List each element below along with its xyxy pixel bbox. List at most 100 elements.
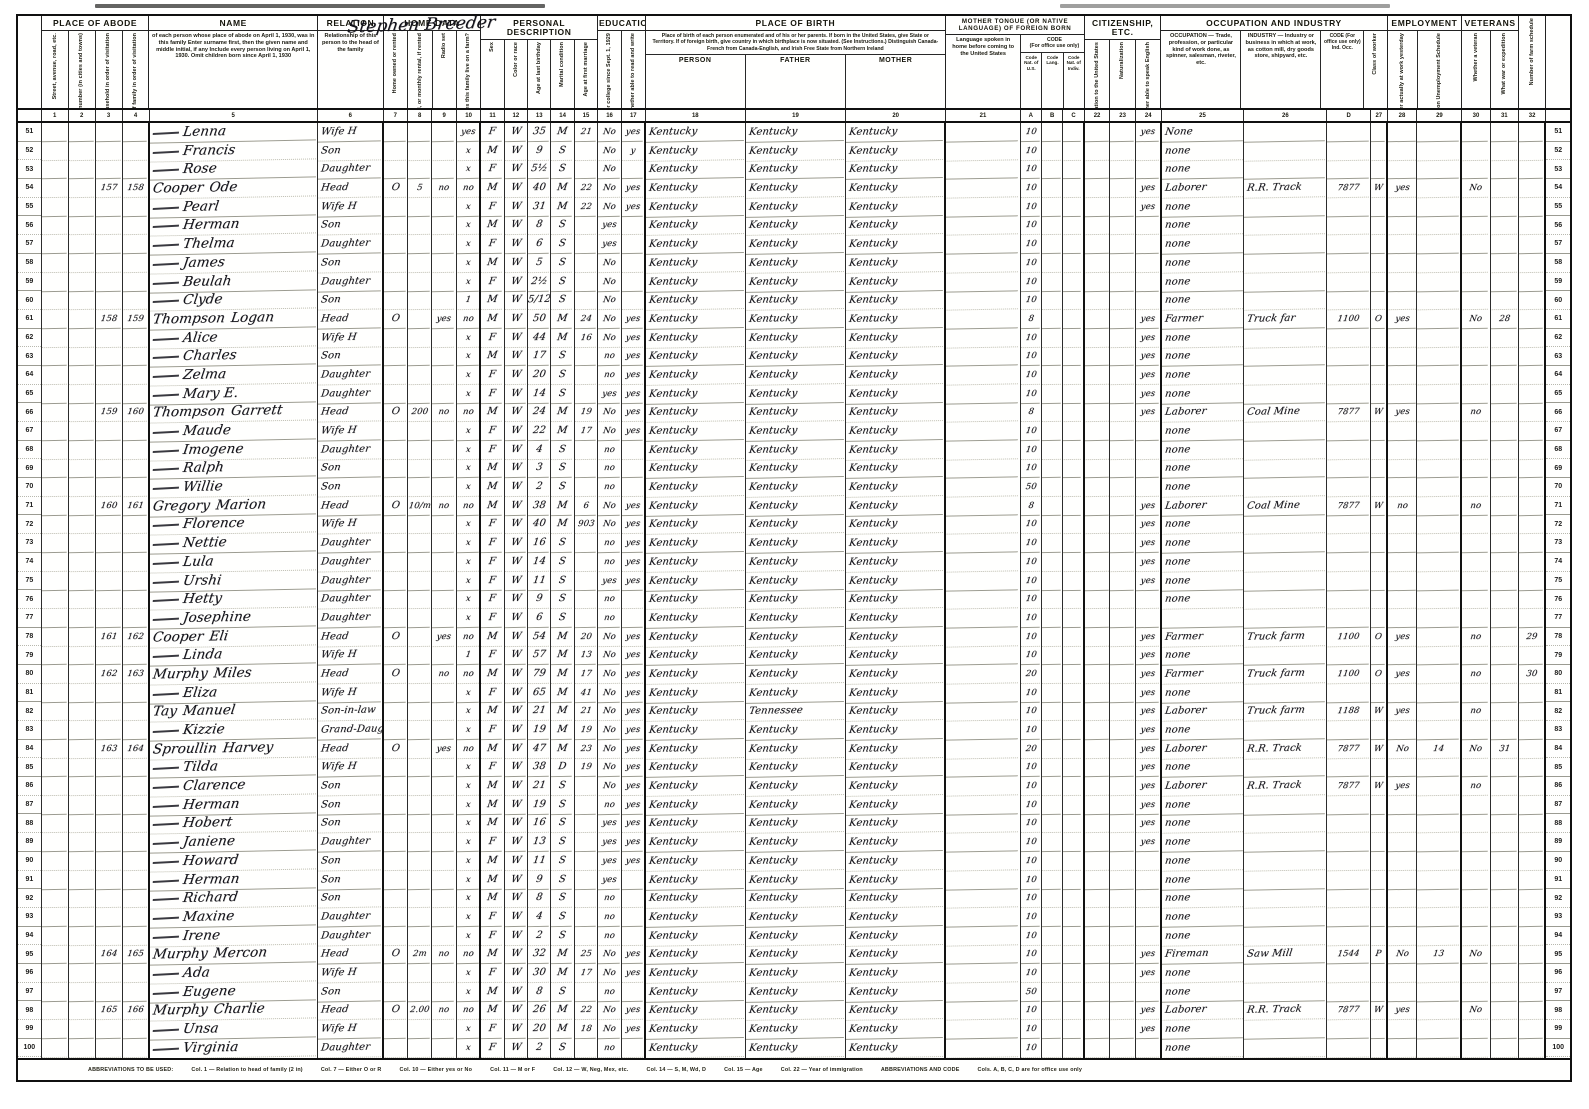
cell-home-owned-rented[interactable] — [383, 851, 407, 871]
cell-pob-person[interactable]: Kentucky — [645, 514, 745, 536]
cell-person-name[interactable]: Maxine — [149, 906, 317, 929]
cell-speak-english[interactable]: yes — [1135, 1001, 1160, 1021]
cell-age[interactable]: 20 — [528, 365, 551, 385]
cell-home-value[interactable] — [407, 608, 432, 628]
cell-color-race[interactable]: W — [504, 832, 528, 853]
cell-color-race[interactable]: W — [504, 515, 528, 535]
cell-color-race[interactable]: W — [504, 720, 528, 740]
cell-at-work[interactable] — [1387, 328, 1417, 348]
cell-year-immigration[interactable] — [1084, 627, 1110, 647]
cell-attended-school[interactable]: No — [598, 515, 621, 535]
cell-pob-father[interactable]: Kentucky — [745, 140, 846, 162]
cell-radio-set[interactable] — [432, 982, 456, 1002]
cell-pob-mother[interactable]: Kentucky — [846, 252, 945, 274]
cell-at-work[interactable] — [1387, 851, 1417, 871]
cell-dwelling-number[interactable] — [95, 440, 122, 460]
cell-code-b[interactable] — [1041, 160, 1063, 180]
cell-radio-set[interactable] — [432, 1038, 456, 1058]
cell-naturalization[interactable] — [1110, 216, 1135, 236]
cell-language-spoken[interactable] — [946, 795, 1020, 816]
cell-sex[interactable]: M — [481, 290, 504, 311]
cell-code-c[interactable] — [1063, 459, 1083, 479]
cell-line-number-left[interactable]: 73 — [18, 534, 41, 553]
cell-pob-father[interactable]: Kentucky — [745, 533, 846, 554]
cell-class-of-worker[interactable]: O — [1370, 627, 1386, 647]
cell-occupation[interactable]: none — [1161, 477, 1244, 498]
cell-dwelling-number[interactable] — [95, 272, 122, 292]
cell-relation[interactable]: Wife H — [317, 645, 382, 666]
cell-able-read-write[interactable]: yes — [621, 814, 644, 834]
cell-attended-school[interactable]: No — [598, 963, 621, 983]
cell-class-of-worker[interactable] — [1370, 889, 1386, 909]
cell-war-expedition[interactable] — [1490, 253, 1518, 273]
cell-lives-on-farm[interactable]: x — [456, 870, 480, 890]
cell-code-c[interactable] — [1063, 477, 1083, 497]
cell-industry[interactable] — [1244, 794, 1327, 816]
cell-lives-on-farm[interactable]: x — [456, 216, 480, 236]
cell-language-spoken[interactable] — [946, 682, 1020, 704]
cell-color-race[interactable]: W — [504, 945, 528, 965]
cell-street[interactable] — [41, 907, 68, 927]
cell-lives-on-farm[interactable]: 1 — [456, 646, 480, 666]
cell-pob-mother[interactable]: Kentucky — [846, 140, 945, 162]
cell-occupation[interactable]: none — [1161, 589, 1244, 610]
cell-language-spoken[interactable] — [946, 140, 1020, 162]
cell-speak-english[interactable] — [1135, 477, 1160, 497]
cell-color-race[interactable]: W — [504, 496, 528, 516]
cell-occupation[interactable]: Laborer — [1161, 701, 1244, 722]
cell-occupation[interactable]: none — [1161, 869, 1244, 890]
cell-speak-english[interactable]: yes — [1135, 309, 1160, 329]
cell-pob-person[interactable]: Kentucky — [645, 962, 745, 984]
cell-age[interactable]: 79 — [528, 664, 551, 684]
cell-age-first-marriage[interactable] — [574, 216, 598, 236]
cell-dwelling-number[interactable] — [95, 1038, 122, 1058]
cell-marital-condition[interactable]: S — [551, 926, 574, 946]
cell-able-read-write[interactable]: yes — [621, 123, 644, 142]
cell-class-of-worker[interactable] — [1370, 440, 1386, 460]
cell-age[interactable]: 2 — [528, 926, 551, 946]
cell-pob-father[interactable]: Kentucky — [745, 1037, 846, 1058]
cell-family-number[interactable] — [122, 253, 148, 273]
cell-occupation[interactable]: none — [1161, 421, 1244, 442]
cell-sex[interactable]: F — [481, 234, 504, 255]
cell-house-number[interactable] — [68, 272, 95, 292]
cell-attended-school[interactable]: No — [598, 1019, 621, 1039]
cell-age[interactable]: 4 — [528, 440, 551, 460]
cell-year-immigration[interactable] — [1084, 496, 1110, 516]
cell-code-a[interactable]: 10 — [1020, 571, 1041, 591]
cell-pob-father[interactable]: Kentucky — [745, 178, 846, 199]
cell-farm-schedule[interactable] — [1518, 477, 1545, 497]
cell-house-number[interactable] — [68, 720, 95, 740]
cell-year-immigration[interactable] — [1084, 160, 1110, 180]
cell-naturalization[interactable] — [1110, 309, 1135, 329]
cell-speak-english[interactable]: yes — [1135, 197, 1160, 217]
cell-family-number[interactable] — [122, 683, 148, 703]
cell-able-read-write[interactable]: yes — [621, 1019, 644, 1039]
cell-occupation[interactable]: none — [1161, 234, 1244, 255]
cell-home-value[interactable] — [407, 702, 432, 722]
cell-street[interactable] — [41, 627, 68, 647]
cell-house-number[interactable] — [68, 328, 95, 348]
cell-pob-person[interactable]: Kentucky — [645, 589, 745, 610]
cell-pob-mother[interactable]: Kentucky — [846, 421, 945, 442]
cell-age-first-marriage[interactable] — [574, 926, 598, 946]
cell-is-veteran[interactable]: No — [1462, 178, 1490, 199]
cell-house-number[interactable] — [68, 1038, 95, 1058]
cell-line-number-left[interactable]: 89 — [18, 833, 41, 852]
cell-pob-person[interactable]: Kentucky — [645, 607, 745, 629]
cell-line-number-right[interactable]: 76 — [1546, 590, 1571, 609]
cell-code-b[interactable] — [1041, 646, 1063, 666]
cell-line-number-right[interactable]: 71 — [1546, 497, 1571, 516]
cell-home-owned-rented[interactable] — [383, 421, 407, 441]
cell-pob-person[interactable]: Kentucky — [645, 738, 745, 760]
cell-sex[interactable]: M — [481, 776, 504, 796]
cell-home-value[interactable]: 5 — [407, 178, 432, 198]
cell-is-veteran[interactable] — [1462, 440, 1490, 460]
cell-relation[interactable]: Son — [317, 253, 382, 274]
cell-able-read-write[interactable]: yes — [621, 963, 644, 983]
cell-speak-english[interactable]: yes — [1135, 328, 1160, 348]
cell-able-read-write[interactable]: yes — [621, 664, 644, 684]
cell-year-immigration[interactable] — [1084, 907, 1110, 927]
cell-house-number[interactable] — [68, 421, 95, 441]
cell-sex[interactable]: F — [481, 1019, 504, 1039]
